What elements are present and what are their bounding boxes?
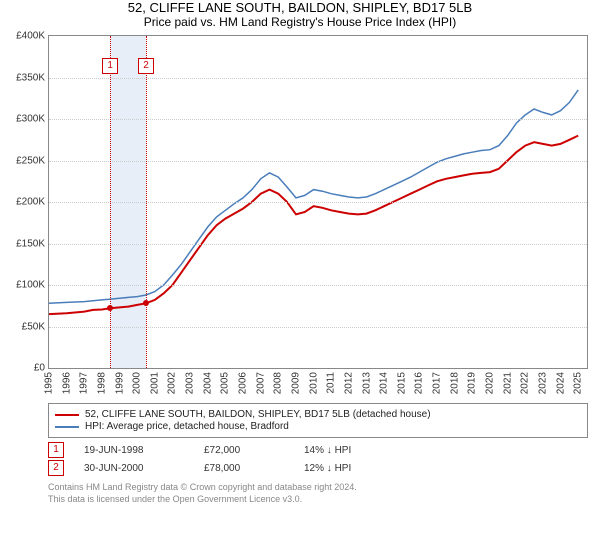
x-tick-label: 2025 xyxy=(573,372,584,394)
y-tick-label: £150K xyxy=(16,238,49,249)
sale-marker-dot xyxy=(107,305,113,311)
x-tick-label: 1995 xyxy=(44,372,55,394)
x-tick-label: 2016 xyxy=(414,372,425,394)
x-tick-label: 2015 xyxy=(396,372,407,394)
x-tick-label: 1997 xyxy=(79,372,90,394)
y-tick-label: £50K xyxy=(22,321,49,332)
x-tick-label: 1998 xyxy=(96,372,107,394)
sale-delta: 12% ↓ HPI xyxy=(304,463,404,474)
marker-badge: 1 xyxy=(102,58,118,74)
y-tick-label: £300K xyxy=(16,114,49,125)
x-tick-label: 2004 xyxy=(202,372,213,394)
gridline xyxy=(49,202,587,203)
gridline xyxy=(49,327,587,328)
y-tick-label: £200K xyxy=(16,197,49,208)
legend-label: HPI: Average price, detached house, Brad… xyxy=(85,421,289,432)
x-tick-label: 2023 xyxy=(537,372,548,394)
footnote: Contains HM Land Registry data © Crown c… xyxy=(48,482,588,505)
x-tick-label: 2011 xyxy=(326,372,337,394)
sale-delta: 14% ↓ HPI xyxy=(304,445,404,456)
legend-label: 52, CLIFFE LANE SOUTH, BAILDON, SHIPLEY,… xyxy=(85,409,431,420)
sale-badge: 2 xyxy=(48,460,64,476)
x-tick-label: 2009 xyxy=(290,372,301,394)
sale-price: £72,000 xyxy=(204,445,284,456)
x-tick-label: 2021 xyxy=(502,372,513,394)
chart-area: £0£50K£100K£150K£200K£250K£300K£350K£400… xyxy=(48,35,588,395)
x-tick-label: 2017 xyxy=(432,372,443,394)
chart-container: 52, CLIFFE LANE SOUTH, BAILDON, SHIPLEY,… xyxy=(0,0,600,560)
legend-swatch xyxy=(55,426,79,428)
x-tick-label: 2005 xyxy=(220,372,231,394)
marker-line xyxy=(146,36,147,368)
x-tick-label: 2019 xyxy=(467,372,478,394)
footnote-line: Contains HM Land Registry data © Crown c… xyxy=(48,482,588,494)
y-tick-label: £100K xyxy=(16,280,49,291)
gridline xyxy=(49,285,587,286)
footnote-line: This data is licensed under the Open Gov… xyxy=(48,494,588,506)
x-tick-label: 2006 xyxy=(238,372,249,394)
gridline xyxy=(49,119,587,120)
marker-line xyxy=(110,36,111,368)
x-tick-label: 2024 xyxy=(555,372,566,394)
chart-title: 52, CLIFFE LANE SOUTH, BAILDON, SHIPLEY,… xyxy=(0,0,600,15)
sales-table: 1 19-JUN-1998 £72,000 14% ↓ HPI 2 30-JUN-2000… xyxy=(0,442,600,476)
sale-row: 1 19-JUN-1998 £72,000 14% ↓ HPI xyxy=(48,442,588,458)
x-tick-label: 2002 xyxy=(167,372,178,394)
gridline xyxy=(49,78,587,79)
gridline xyxy=(49,161,587,162)
x-tick-label: 2013 xyxy=(361,372,372,394)
series-line-price_paid xyxy=(49,136,578,315)
x-tick-label: 2010 xyxy=(308,372,319,394)
x-tick-label: 2001 xyxy=(149,372,160,394)
x-tick-label: 2020 xyxy=(484,372,495,394)
x-tick-label: 2014 xyxy=(379,372,390,394)
legend-swatch xyxy=(55,414,79,416)
x-tick-label: 2012 xyxy=(343,372,354,394)
sale-row: 2 30-JUN-2000 £78,000 12% ↓ HPI xyxy=(48,460,588,476)
x-tick-label: 2007 xyxy=(255,372,266,394)
legend: 52, CLIFFE LANE SOUTH, BAILDON, SHIPLEY,… xyxy=(48,403,588,438)
sale-marker-dot xyxy=(143,300,149,306)
sale-badge: 1 xyxy=(48,442,64,458)
x-tick-label: 2000 xyxy=(132,372,143,394)
y-tick-label: £400K xyxy=(16,31,49,42)
y-tick-label: £350K xyxy=(16,72,49,83)
x-tick-label: 2003 xyxy=(185,372,196,394)
legend-item: 52, CLIFFE LANE SOUTH, BAILDON, SHIPLEY,… xyxy=(55,409,581,420)
sale-price: £78,000 xyxy=(204,463,284,474)
sale-date: 30-JUN-2000 xyxy=(84,463,184,474)
plot-area: £0£50K£100K£150K£200K£250K£300K£350K£400… xyxy=(48,35,588,369)
y-tick-label: £250K xyxy=(16,155,49,166)
x-tick-label: 2008 xyxy=(273,372,284,394)
sale-date: 19-JUN-1998 xyxy=(84,445,184,456)
x-tick-label: 2018 xyxy=(449,372,460,394)
chart-subtitle: Price paid vs. HM Land Registry's House … xyxy=(0,15,600,29)
gridline xyxy=(49,244,587,245)
marker-badge: 2 xyxy=(138,58,154,74)
series-line-hpi xyxy=(49,90,578,303)
x-tick-label: 1999 xyxy=(114,372,125,394)
x-tick-label: 2022 xyxy=(520,372,531,394)
legend-item: HPI: Average price, detached house, Brad… xyxy=(55,421,581,432)
x-tick-label: 1996 xyxy=(61,372,72,394)
